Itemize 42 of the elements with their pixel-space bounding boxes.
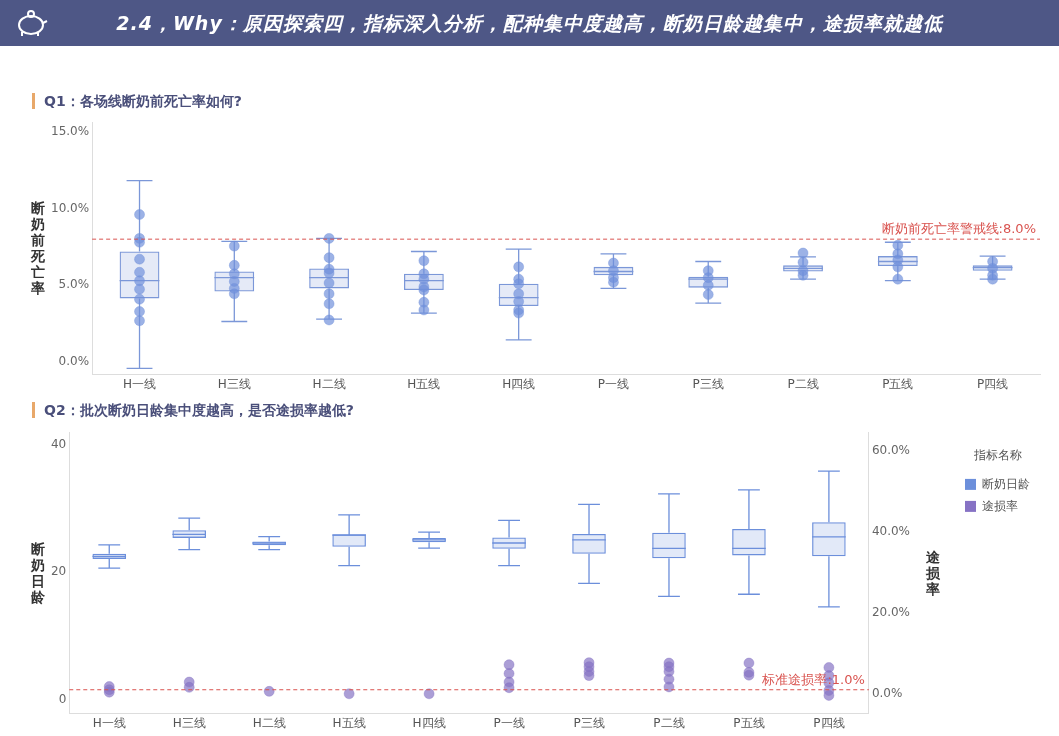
y-tick-label: 5.0% bbox=[58, 277, 90, 292]
x-tick-label: P一线 bbox=[597, 376, 630, 391]
legend-label: 途损率 bbox=[982, 498, 1018, 513]
ref-line-label: 断奶前死亡率警戒线:8.0% bbox=[881, 221, 1036, 237]
y-tick-label: 40 bbox=[50, 437, 67, 452]
x-tick-label: P三线 bbox=[692, 376, 724, 391]
y-tick-label: 0.0% bbox=[58, 354, 90, 369]
x-tick-label: P二线 bbox=[653, 715, 685, 730]
x-tick-label: P二线 bbox=[787, 376, 819, 391]
y-tick-label: 15.0% bbox=[51, 123, 90, 138]
x-tick-label: H一线 bbox=[123, 376, 157, 391]
x-tick-label: H一线 bbox=[92, 715, 126, 730]
y2-tick-label: 60.0% bbox=[871, 443, 910, 458]
x-tick-label: P一线 bbox=[493, 715, 525, 730]
x-tick-label: P四线 bbox=[976, 376, 1009, 391]
legend-title: 指标名称 bbox=[972, 448, 1022, 463]
x-tick-label: H四线 bbox=[412, 715, 446, 730]
x-tick-label: P四线 bbox=[813, 715, 845, 730]
ref-line-label: 标准途损率:1.0% bbox=[761, 671, 865, 687]
x-tick-label: H五线 bbox=[407, 376, 441, 391]
chart-subtitle: Q1：各场线断奶前死亡率如何? bbox=[32, 93, 242, 109]
x-tick-label: H三线 bbox=[172, 715, 206, 730]
x-tick-label: H二线 bbox=[312, 376, 346, 391]
y-axis-title: 断奶前死亡率 bbox=[31, 200, 45, 297]
y2-tick-label: 0.0% bbox=[871, 685, 903, 700]
x-tick-label: H三线 bbox=[217, 376, 251, 391]
x-tick-label: H二线 bbox=[252, 715, 286, 730]
y-tick-label: 20 bbox=[50, 564, 67, 579]
legend-label: 断奶日龄 bbox=[982, 476, 1030, 491]
x-tick-label: H四线 bbox=[502, 376, 536, 391]
y-tick-label: 10.0% bbox=[51, 200, 90, 215]
x-tick-label: P三线 bbox=[573, 715, 605, 730]
chart-title: Q2：批次断奶日龄集中度越高，是否途损率越低? bbox=[32, 402, 354, 418]
x-tick-label: P五线 bbox=[733, 715, 765, 730]
y2-tick-label: 40.0% bbox=[871, 524, 910, 539]
chart-title: 2.4，Why：原因探索四，指标深入分析，配种集中度越高，断奶日龄越集中，途损率就越低 bbox=[0, 0, 1059, 46]
y-axis-title: 断奶日龄 bbox=[31, 540, 45, 605]
y2-tick-label: 20.0% bbox=[871, 605, 910, 620]
x-tick-label: P五线 bbox=[882, 376, 914, 391]
x-tick-label: H五线 bbox=[332, 715, 366, 730]
y-tick-label: 0 bbox=[58, 691, 67, 706]
y2-axis-title: 途损率 bbox=[926, 548, 940, 597]
